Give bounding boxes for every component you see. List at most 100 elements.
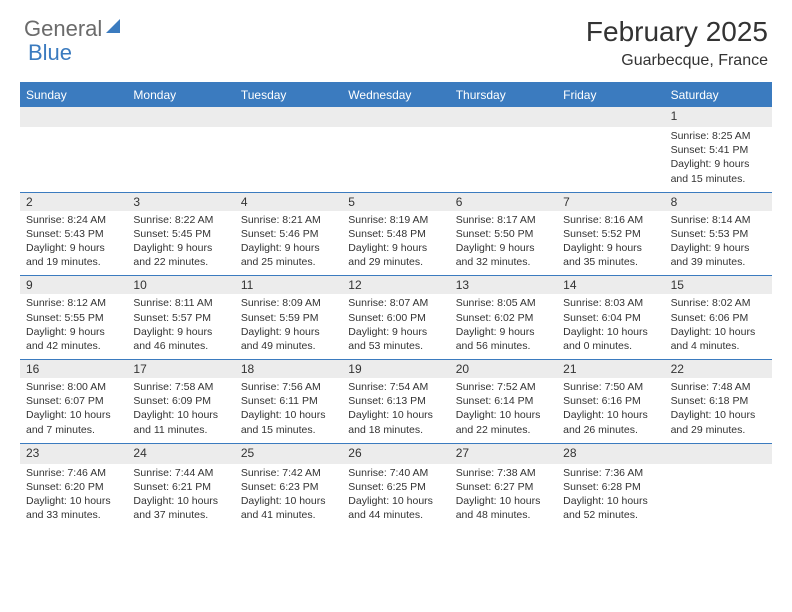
sunrise-text: Sunrise: 7:54 AM [348, 380, 443, 394]
logo-text-general: General [24, 16, 102, 42]
day-cell: Sunrise: 8:11 AMSunset: 5:57 PMDaylight:… [127, 294, 234, 359]
day-cell: Sunrise: 7:54 AMSunset: 6:13 PMDaylight:… [342, 378, 449, 443]
day-cell: Sunrise: 8:00 AMSunset: 6:07 PMDaylight:… [20, 378, 127, 443]
daylight-text: Daylight: 10 hours and 7 minutes. [26, 408, 121, 436]
sunrise-text: Sunrise: 7:46 AM [26, 466, 121, 480]
day-number: 2 [20, 193, 127, 211]
day-number: 1 [665, 107, 772, 127]
day-cell: Sunrise: 7:52 AMSunset: 6:14 PMDaylight:… [450, 378, 557, 443]
day-cell: Sunrise: 7:50 AMSunset: 6:16 PMDaylight:… [557, 378, 664, 443]
day-cell: Sunrise: 8:21 AMSunset: 5:46 PMDaylight:… [235, 211, 342, 276]
sunset-text: Sunset: 5:50 PM [456, 227, 551, 241]
day-number: 10 [127, 276, 234, 294]
sunset-text: Sunset: 6:21 PM [133, 480, 228, 494]
sunset-text: Sunset: 6:23 PM [241, 480, 336, 494]
sunset-text: Sunset: 6:20 PM [26, 480, 121, 494]
day-cell: Sunrise: 8:05 AMSunset: 6:02 PMDaylight:… [450, 294, 557, 359]
day-number: 9 [20, 276, 127, 294]
day-number-empty [557, 107, 664, 127]
daylight-text: Daylight: 10 hours and 4 minutes. [671, 325, 766, 353]
day-number: 24 [127, 444, 234, 464]
sunrise-text: Sunrise: 7:40 AM [348, 466, 443, 480]
day-number: 4 [235, 193, 342, 211]
sunrise-text: Sunrise: 8:17 AM [456, 213, 551, 227]
sunrise-text: Sunrise: 7:38 AM [456, 466, 551, 480]
sunrise-text: Sunrise: 8:00 AM [26, 380, 121, 394]
day-number: 21 [557, 360, 664, 378]
sunrise-text: Sunrise: 7:42 AM [241, 466, 336, 480]
day-number: 22 [665, 360, 772, 378]
dow-header: Wednesday [342, 84, 449, 106]
daylight-text: Daylight: 10 hours and 52 minutes. [563, 494, 658, 522]
day-cell: Sunrise: 7:58 AMSunset: 6:09 PMDaylight:… [127, 378, 234, 443]
sunrise-text: Sunrise: 8:24 AM [26, 213, 121, 227]
sunset-text: Sunset: 5:45 PM [133, 227, 228, 241]
day-cell [235, 127, 342, 192]
daylight-text: Daylight: 10 hours and 11 minutes. [133, 408, 228, 436]
sunrise-text: Sunrise: 8:21 AM [241, 213, 336, 227]
day-cell: Sunrise: 7:42 AMSunset: 6:23 PMDaylight:… [235, 464, 342, 529]
daylight-text: Daylight: 10 hours and 44 minutes. [348, 494, 443, 522]
sunrise-text: Sunrise: 7:52 AM [456, 380, 551, 394]
sunset-text: Sunset: 6:11 PM [241, 394, 336, 408]
day-number: 6 [450, 193, 557, 211]
sunset-text: Sunset: 5:52 PM [563, 227, 658, 241]
sunrise-text: Sunrise: 8:25 AM [671, 129, 766, 143]
sunrise-text: Sunrise: 8:12 AM [26, 296, 121, 310]
day-cell: Sunrise: 8:16 AMSunset: 5:52 PMDaylight:… [557, 211, 664, 276]
sunrise-text: Sunrise: 8:07 AM [348, 296, 443, 310]
sunrise-text: Sunrise: 8:03 AM [563, 296, 658, 310]
day-cell: Sunrise: 7:56 AMSunset: 6:11 PMDaylight:… [235, 378, 342, 443]
day-cell: Sunrise: 7:38 AMSunset: 6:27 PMDaylight:… [450, 464, 557, 529]
day-cell: Sunrise: 8:12 AMSunset: 5:55 PMDaylight:… [20, 294, 127, 359]
sunrise-text: Sunrise: 7:50 AM [563, 380, 658, 394]
week-row: 2345678Sunrise: 8:24 AMSunset: 5:43 PMDa… [20, 192, 772, 276]
daylight-text: Daylight: 9 hours and 32 minutes. [456, 241, 551, 269]
day-cell: Sunrise: 8:14 AMSunset: 5:53 PMDaylight:… [665, 211, 772, 276]
daylight-text: Daylight: 10 hours and 48 minutes. [456, 494, 551, 522]
day-number: 23 [20, 444, 127, 464]
location-subtitle: Guarbecque, France [586, 52, 768, 70]
daylight-text: Daylight: 10 hours and 33 minutes. [26, 494, 121, 522]
header: General February 2025 Guarbecque, France [0, 0, 792, 78]
daylight-text: Daylight: 9 hours and 35 minutes. [563, 241, 658, 269]
day-number: 14 [557, 276, 664, 294]
week-row: 1Sunrise: 8:25 AMSunset: 5:41 PMDaylight… [20, 106, 772, 192]
day-cell: Sunrise: 8:22 AMSunset: 5:45 PMDaylight:… [127, 211, 234, 276]
day-number: 19 [342, 360, 449, 378]
day-cell [20, 127, 127, 192]
sunset-text: Sunset: 6:25 PM [348, 480, 443, 494]
dow-header: Tuesday [235, 84, 342, 106]
day-cell: Sunrise: 8:03 AMSunset: 6:04 PMDaylight:… [557, 294, 664, 359]
day-number: 7 [557, 193, 664, 211]
daylight-text: Daylight: 9 hours and 29 minutes. [348, 241, 443, 269]
day-cell: Sunrise: 7:48 AMSunset: 6:18 PMDaylight:… [665, 378, 772, 443]
logo-triangle-icon [106, 19, 120, 33]
sunset-text: Sunset: 6:09 PM [133, 394, 228, 408]
day-cell: Sunrise: 7:46 AMSunset: 6:20 PMDaylight:… [20, 464, 127, 529]
day-cell [665, 464, 772, 529]
sunset-text: Sunset: 5:55 PM [26, 311, 121, 325]
sunset-text: Sunset: 5:48 PM [348, 227, 443, 241]
daylight-text: Daylight: 9 hours and 46 minutes. [133, 325, 228, 353]
dow-header: Sunday [20, 84, 127, 106]
daylight-text: Daylight: 9 hours and 19 minutes. [26, 241, 121, 269]
daylight-text: Daylight: 9 hours and 56 minutes. [456, 325, 551, 353]
daylight-text: Daylight: 10 hours and 22 minutes. [456, 408, 551, 436]
daylight-text: Daylight: 10 hours and 29 minutes. [671, 408, 766, 436]
day-number-empty [20, 107, 127, 127]
sunrise-text: Sunrise: 8:11 AM [133, 296, 228, 310]
day-number: 18 [235, 360, 342, 378]
day-cell: Sunrise: 7:44 AMSunset: 6:21 PMDaylight:… [127, 464, 234, 529]
daylight-text: Daylight: 10 hours and 15 minutes. [241, 408, 336, 436]
daylight-text: Daylight: 9 hours and 53 minutes. [348, 325, 443, 353]
day-number: 25 [235, 444, 342, 464]
calendar: SundayMondayTuesdayWednesdayThursdayFrid… [20, 82, 772, 528]
daylight-text: Daylight: 9 hours and 49 minutes. [241, 325, 336, 353]
daylight-text: Daylight: 9 hours and 25 minutes. [241, 241, 336, 269]
sunset-text: Sunset: 6:18 PM [671, 394, 766, 408]
sunrise-text: Sunrise: 7:58 AM [133, 380, 228, 394]
sunset-text: Sunset: 6:06 PM [671, 311, 766, 325]
day-number-empty [235, 107, 342, 127]
sunset-text: Sunset: 6:27 PM [456, 480, 551, 494]
